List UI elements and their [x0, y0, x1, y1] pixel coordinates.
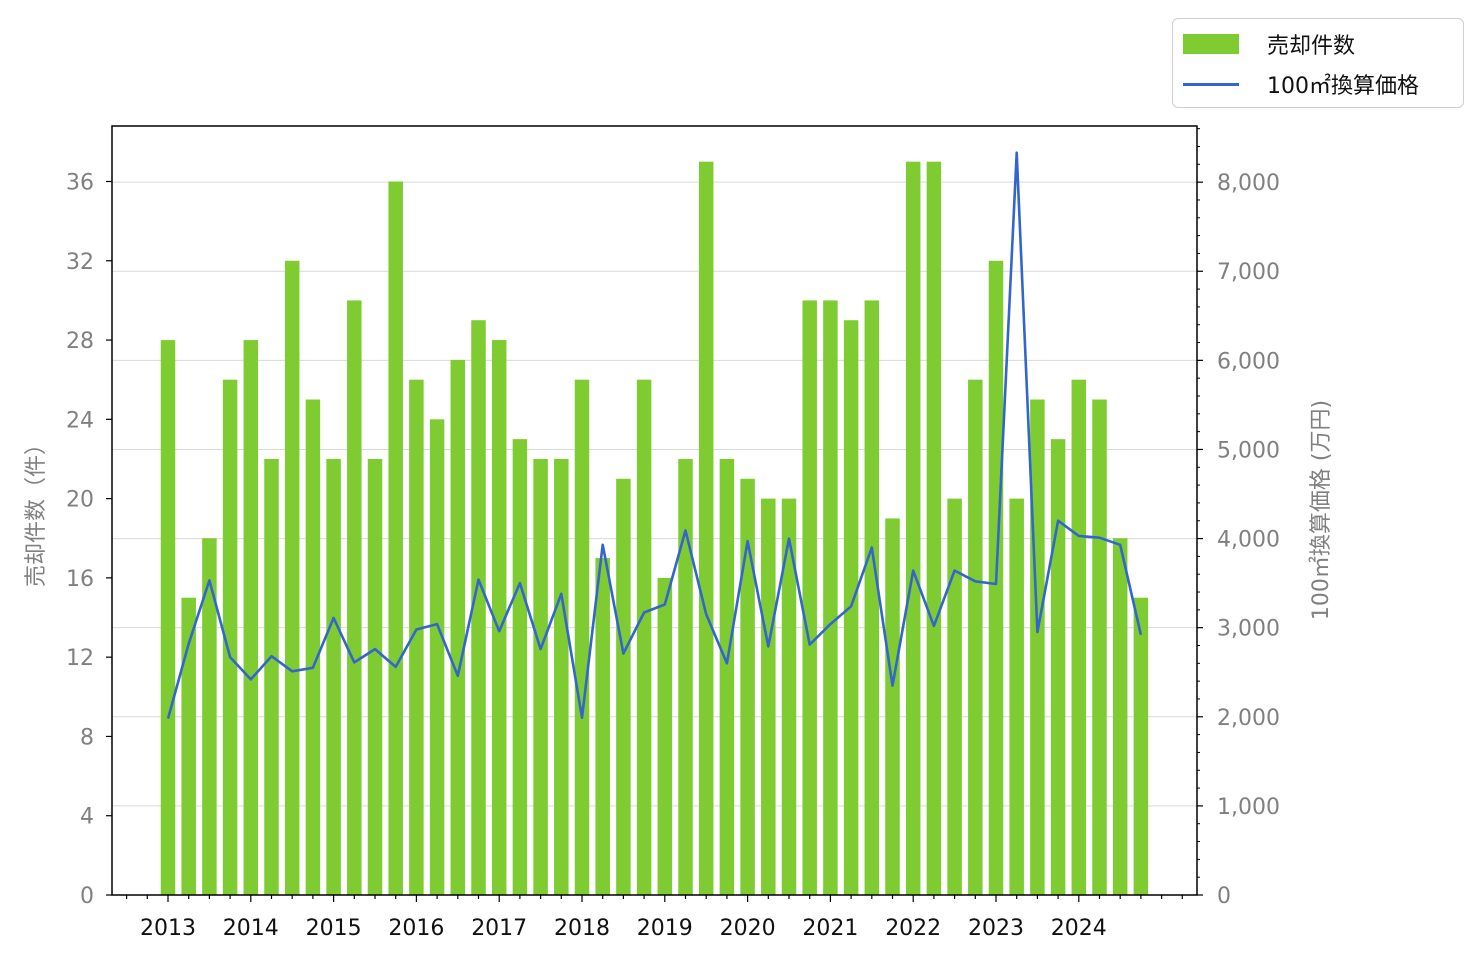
- bar: [305, 399, 321, 895]
- y-right-tick-label: 5,000: [1217, 438, 1280, 463]
- bar: [740, 478, 755, 895]
- bar: [264, 458, 279, 895]
- bar: [409, 379, 424, 895]
- y-right-tick-label: 7,000: [1217, 260, 1280, 285]
- y-left-tick-label: 32: [66, 250, 94, 275]
- y-axis-right-title: 100㎡換算価格 (万円): [1308, 400, 1334, 620]
- x-tick-label: 2019: [637, 916, 693, 941]
- x-tick-label: 2020: [720, 916, 776, 941]
- bar: [802, 300, 817, 896]
- bar: [243, 340, 259, 896]
- y-right-tick-label: 1,000: [1217, 795, 1280, 820]
- x-tick-label: 2024: [1051, 916, 1107, 941]
- bar: [885, 518, 900, 895]
- y-left-tick-label: 24: [66, 408, 94, 433]
- y-right-tick-label: 0: [1217, 884, 1231, 909]
- bar: [1030, 399, 1045, 895]
- legend-item-line: 100㎡換算価格: [1183, 69, 1419, 99]
- x-tick-label: 2018: [554, 916, 610, 941]
- legend-label-bar: 売却件数: [1267, 34, 1356, 59]
- y-right-tick-label: 3,000: [1217, 617, 1280, 642]
- bar: [202, 538, 217, 895]
- y-right-tick-label: 6,000: [1217, 349, 1280, 374]
- bar: [1050, 439, 1066, 895]
- y-left-tick-label: 36: [66, 170, 94, 195]
- bar: [160, 340, 176, 896]
- bar: [574, 379, 590, 895]
- bar: [181, 597, 196, 895]
- plot-frame: [111, 125, 1198, 896]
- bar: [326, 458, 341, 895]
- bar: [347, 300, 362, 896]
- bar: [947, 498, 962, 895]
- bar: [1133, 597, 1149, 895]
- bar: [471, 320, 486, 896]
- y-left-tick-label: 0: [80, 884, 94, 909]
- bar: [1009, 498, 1024, 895]
- bar: [678, 458, 693, 895]
- x-tick-label: 2023: [968, 916, 1024, 941]
- bar: [761, 498, 776, 895]
- bar: [781, 498, 797, 895]
- y-left-tick-label: 4: [80, 805, 94, 830]
- y-axis-left-title: 売却件数（件）: [24, 433, 49, 587]
- bar: [450, 359, 466, 896]
- bar: [512, 439, 528, 895]
- bar: [968, 379, 983, 895]
- legend-label-line: 100㎡換算価格: [1267, 74, 1419, 99]
- x-tick-label: 2021: [802, 916, 858, 941]
- bar: [698, 161, 714, 895]
- y-left-tick-label: 8: [80, 725, 94, 750]
- x-tick-label: 2017: [471, 916, 527, 941]
- bar: [491, 340, 507, 896]
- bar: [1071, 379, 1087, 895]
- y-left-tick-label: 16: [66, 567, 94, 592]
- bar: [823, 300, 838, 896]
- bar: [1092, 399, 1107, 895]
- x-tick-label: 2013: [140, 916, 196, 941]
- x-tick-label: 2022: [885, 916, 941, 941]
- y-left-tick-label: 20: [66, 488, 94, 513]
- y-left-tick-label: 28: [66, 329, 94, 354]
- bar: [657, 577, 673, 895]
- bar: [554, 458, 569, 895]
- plot-border: [111, 125, 1198, 896]
- bar: [388, 181, 403, 895]
- bar: [926, 161, 942, 895]
- x-tick-label: 2016: [388, 916, 444, 941]
- y-right-tick-label: 4,000: [1217, 528, 1280, 553]
- bar: [222, 379, 238, 895]
- line-series: [166, 151, 1143, 720]
- legend: 売却件数 100㎡換算価格: [1172, 18, 1464, 108]
- bar: [429, 419, 445, 895]
- bar: [864, 300, 880, 896]
- bar-series: [160, 161, 1149, 896]
- legend-item-bar: 売却件数: [1183, 29, 1355, 59]
- x-tick-label: 2015: [306, 916, 362, 941]
- price-line: [166, 151, 1143, 720]
- y-right-tick-label: 8,000: [1217, 171, 1280, 196]
- bar: [595, 558, 610, 895]
- legend-swatch-bar: [1183, 34, 1239, 54]
- axis-ticks: [106, 128, 1203, 902]
- x-tick-label: 2014: [223, 916, 279, 941]
- bar: [719, 458, 735, 895]
- y-left-tick-label: 12: [66, 646, 94, 671]
- bar: [1112, 538, 1128, 895]
- bar: [367, 458, 383, 895]
- bar: [636, 379, 652, 895]
- tick-labels: 0481216202428323601,0002,0003,0004,0005,…: [66, 170, 1280, 941]
- bar: [616, 478, 631, 895]
- legend-swatch-line: [1183, 82, 1239, 86]
- bar: [284, 260, 300, 895]
- bar: [905, 161, 921, 895]
- bar: [533, 458, 548, 895]
- y-right-tick-label: 2,000: [1217, 706, 1280, 731]
